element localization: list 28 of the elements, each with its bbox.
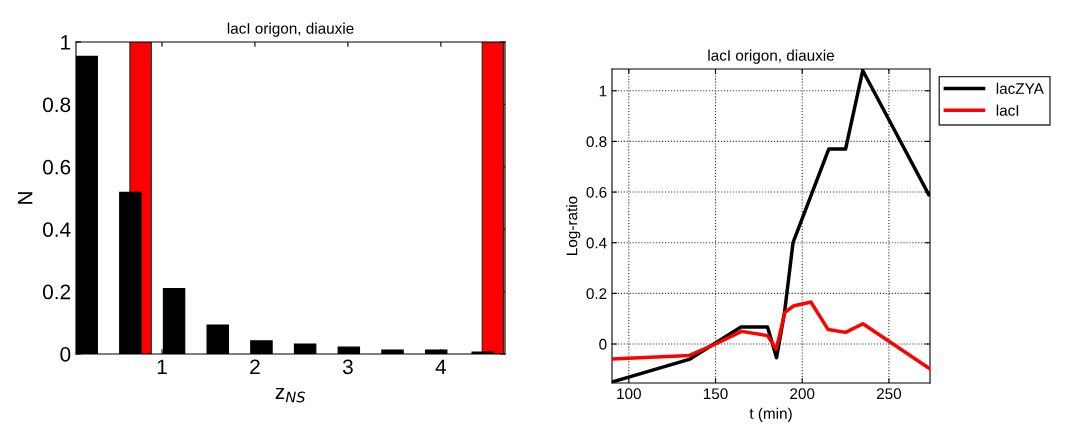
y-axis-title: Log-ratio <box>566 196 581 255</box>
x-tick-label: 2 <box>250 359 260 374</box>
x-tick-label: 150 <box>703 388 728 400</box>
x-tick-label: 250 <box>876 388 902 400</box>
x-tick-label: 1 <box>157 359 167 374</box>
x-tick-label: 4 <box>435 359 447 374</box>
x-axis-title: z$_{NS}$ <box>275 387 306 403</box>
y-tick-label: 0.4 <box>42 222 71 237</box>
chart-title: lacI origon, diauxie <box>708 49 835 64</box>
x-axis-title: t (min) <box>749 407 792 422</box>
x-tick-label: 3 <box>342 359 353 375</box>
y-tick-label: 0 <box>60 347 71 362</box>
y-tick-label: 0.6 <box>586 186 607 198</box>
y-tick-label: 0.8 <box>586 136 607 148</box>
y-tick-label: 0.2 <box>586 288 607 300</box>
y-tick-label: 0.2 <box>42 284 71 300</box>
legend-label: lacZYA <box>996 82 1044 94</box>
legend-label: lacI <box>996 104 1019 116</box>
x-tick-label: 200 <box>790 388 815 400</box>
y-tick-label: 0.4 <box>586 237 607 249</box>
y-tick-label: 1 <box>599 85 607 97</box>
y-tick-label: 1 <box>61 35 71 50</box>
y-tick-label: 0.6 <box>42 159 71 175</box>
chart-title: lacI origon, diauxie <box>227 22 354 37</box>
y-axis-title: N <box>17 192 33 204</box>
x-tick-label: 100 <box>617 388 641 400</box>
y-tick-label: 0.8 <box>42 97 71 113</box>
y-tick-label: 0 <box>599 338 607 350</box>
